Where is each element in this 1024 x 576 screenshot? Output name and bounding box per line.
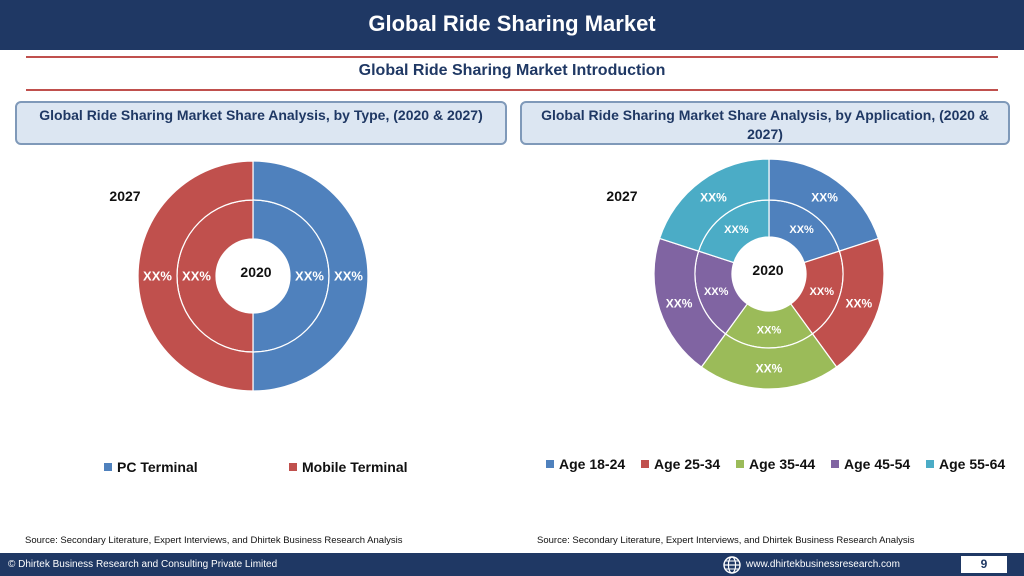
legend-item-pc-terminal: PC Terminal bbox=[104, 459, 198, 475]
data-label-2027-2: XX% bbox=[756, 362, 783, 376]
page-number: 9 bbox=[961, 556, 1007, 573]
legend-swatch bbox=[104, 463, 112, 471]
left-panel-title: Global Ride Sharing Market Share Analysi… bbox=[15, 101, 507, 145]
legend-swatch bbox=[546, 460, 554, 468]
data-label-2020-0: XX% bbox=[295, 269, 324, 284]
ring-label-2027: 2027 bbox=[606, 188, 637, 204]
data-label-2020-1: XX% bbox=[810, 286, 835, 298]
section-subtitle: Global Ride Sharing Market Introduction bbox=[358, 62, 666, 79]
data-label-2020-2: XX% bbox=[757, 324, 782, 336]
right-panel-title: Global Ride Sharing Market Share Analysi… bbox=[520, 101, 1010, 145]
type-doughnut-chart: XX% XX% XX% XX% 2020 2027 bbox=[109, 160, 369, 392]
legend-item-mobile-terminal: Mobile Terminal bbox=[289, 459, 408, 475]
data-label-2027-0: XX% bbox=[334, 269, 363, 284]
legend-item-age-55-64: Age 55-64 bbox=[926, 456, 1005, 472]
legend-swatch bbox=[736, 460, 744, 468]
website-link[interactable]: www.dhirtekbusinessresearch.com bbox=[746, 559, 900, 570]
data-label-2027-0: XX% bbox=[811, 191, 838, 205]
right-source-note: Source: Secondary Literature, Expert Int… bbox=[537, 535, 915, 546]
legend-label: Mobile Terminal bbox=[302, 459, 408, 475]
data-label-2020-0: XX% bbox=[789, 224, 814, 236]
data-label-2027-1: XX% bbox=[846, 296, 873, 310]
copyright-text: © Dhirtek Business Research and Consulti… bbox=[8, 559, 278, 570]
legend-swatch bbox=[289, 463, 297, 471]
data-label-2027-4: XX% bbox=[700, 191, 727, 205]
legend-item-age-35-44: Age 35-44 bbox=[736, 456, 815, 472]
footer-bar: © Dhirtek Business Research and Consulti… bbox=[0, 553, 1024, 576]
legend-item-age-18-24: Age 18-24 bbox=[546, 456, 625, 472]
legend-swatch bbox=[641, 460, 649, 468]
legend-label: Age 18-24 bbox=[559, 456, 626, 472]
data-label-2020-1: XX% bbox=[182, 269, 211, 284]
data-label-2027-1: XX% bbox=[143, 269, 172, 284]
data-label-2027-3: XX% bbox=[666, 296, 693, 310]
ring-label-2027: 2027 bbox=[109, 188, 140, 204]
ring-label-2020: 2020 bbox=[752, 262, 783, 278]
globe-icon bbox=[723, 556, 741, 574]
data-label-2020-4: XX% bbox=[724, 224, 749, 236]
top-divider bbox=[26, 56, 998, 58]
legend-label: PC Terminal bbox=[117, 459, 198, 475]
legend-label: Age 45-54 bbox=[844, 456, 911, 472]
legend-item-age-45-54: Age 45-54 bbox=[831, 456, 910, 472]
application-doughnut-chart: XX% XX% XX% XX% XX% XX% XX% XX% XX% XX% 2020 2027 bbox=[606, 158, 885, 390]
ring-separator bbox=[694, 199, 844, 349]
bottom-divider bbox=[26, 89, 998, 91]
data-label-2020-3: XX% bbox=[704, 286, 729, 298]
legend-swatch bbox=[831, 460, 839, 468]
legend-label: Age 55-64 bbox=[939, 456, 1006, 472]
left-source-note: Source: Secondary Literature, Expert Int… bbox=[25, 535, 403, 546]
ring-separator bbox=[176, 199, 330, 353]
ring-label-2020: 2020 bbox=[240, 264, 271, 280]
legend-label: Age 25-34 bbox=[654, 456, 721, 472]
legend-swatch bbox=[926, 460, 934, 468]
page-title: Global Ride Sharing Market bbox=[0, 0, 1024, 50]
legend-label: Age 35-44 bbox=[749, 456, 816, 472]
legend-item-age-25-34: Age 25-34 bbox=[641, 456, 720, 472]
